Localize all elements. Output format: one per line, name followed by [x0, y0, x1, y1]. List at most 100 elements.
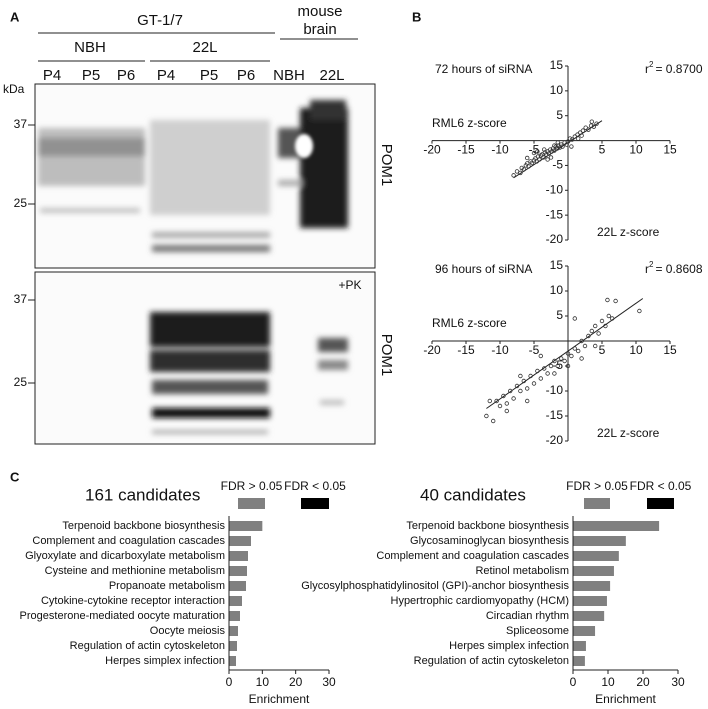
point — [579, 356, 584, 361]
point — [552, 371, 557, 376]
bar — [229, 536, 251, 546]
category-label: Herpes simplex infection — [449, 640, 569, 652]
point — [565, 139, 571, 144]
x-tick-label: 30 — [671, 675, 685, 689]
panel-label: B — [412, 9, 421, 24]
x-tick-label: 20 — [289, 675, 303, 689]
point — [545, 157, 550, 162]
x-tick-label: 0 — [226, 675, 233, 689]
annotation: r2 = 0.8700 — [645, 60, 703, 76]
x-tick-label: 5 — [599, 143, 606, 157]
x-tick-label: 10 — [629, 143, 643, 157]
bar — [229, 596, 242, 606]
point — [594, 121, 599, 126]
legend-swatch — [301, 498, 329, 509]
point — [538, 376, 543, 381]
y-axis-label: 22L z-score — [597, 225, 660, 239]
point — [525, 398, 530, 404]
y-tick-label: -15 — [546, 408, 564, 422]
x-tick-label: 10 — [601, 675, 615, 689]
point — [589, 119, 594, 124]
lane-label: P6 — [117, 67, 135, 84]
y-tick-label: -20 — [546, 433, 564, 447]
point — [552, 358, 557, 364]
bar — [229, 641, 237, 651]
bar — [573, 536, 626, 546]
category-label: Progesterone-mediated oocyte maturation — [20, 610, 225, 622]
point — [497, 403, 503, 409]
point — [525, 155, 530, 161]
bar — [573, 596, 607, 606]
category-label: Complement and coagulation cascades — [376, 550, 569, 562]
point — [528, 373, 533, 379]
y-tick-label: -10 — [546, 182, 564, 196]
point — [538, 353, 543, 359]
legend-label: FDR > 0.05 — [221, 479, 283, 493]
category-label: Glyoxylate and dicarboxylate metabolism — [25, 550, 225, 562]
bar — [573, 566, 614, 576]
point — [586, 333, 591, 339]
annotation-symbol: r — [645, 262, 649, 276]
y-tick-label: 5 — [556, 108, 563, 122]
point — [588, 123, 594, 128]
marker-label: 37 — [14, 117, 28, 131]
marker-label: 25 — [14, 375, 28, 389]
annotation: r2 = 0.8608 — [645, 260, 703, 276]
lane-label: P6 — [237, 67, 255, 84]
treatment-label: +PK — [338, 278, 361, 292]
legend-swatch — [647, 498, 674, 509]
point — [535, 368, 540, 374]
chart-title: 72 hours of siRNA — [435, 62, 532, 76]
lane-label: P4 — [157, 67, 175, 84]
fit-line — [486, 298, 644, 409]
point — [501, 393, 506, 399]
point — [559, 356, 564, 361]
point — [511, 173, 516, 178]
point — [576, 348, 581, 354]
point — [555, 363, 560, 369]
bar — [229, 566, 247, 576]
x-tick-label: -5 — [529, 143, 540, 157]
point — [511, 396, 516, 401]
annotation-text: = 0.8700 — [655, 62, 702, 76]
annotation-symbol: r — [645, 62, 649, 76]
category-label: Glycosaminoglycan biosynthesis — [410, 535, 569, 547]
point — [491, 418, 496, 424]
category-label: Herpes simplex infection — [105, 655, 225, 667]
chart-title: 161 candidates — [85, 485, 200, 504]
lane-label: P5 — [82, 67, 100, 84]
legend-label: FDR < 0.05 — [630, 479, 692, 493]
subgroup-label: NBH — [74, 39, 106, 56]
x-axis-label: RML6 z-score — [432, 116, 507, 130]
lane-label: NBH — [273, 67, 305, 84]
point — [613, 298, 618, 304]
point — [572, 316, 577, 321]
annotation-text: = 0.8608 — [655, 262, 702, 276]
panel-label: A — [10, 9, 20, 24]
y-tick-label: -5 — [552, 358, 563, 372]
point — [484, 413, 489, 419]
point — [494, 398, 499, 404]
x-tick-label: 0 — [570, 675, 577, 689]
category-label: Propanoate metabolism — [109, 580, 225, 592]
x-axis-label: RML6 z-score — [432, 316, 507, 330]
bar — [229, 551, 248, 561]
legend-swatch — [238, 498, 265, 509]
category-label: Circadian rhythm — [486, 610, 569, 622]
point — [504, 401, 509, 406]
point — [487, 398, 492, 404]
category-label: Terpenoid backbone biosynthesis — [406, 520, 569, 532]
point — [596, 331, 601, 336]
marker-label: 25 — [14, 196, 28, 210]
point — [521, 378, 526, 384]
y-tick-label: -10 — [546, 383, 564, 397]
point — [548, 155, 554, 160]
point — [521, 167, 526, 172]
category-label: Cytokine-cytokine receptor interaction — [41, 595, 225, 607]
bar — [229, 521, 263, 531]
category-label: Terpenoid backbone biosynthesis — [62, 520, 225, 532]
point — [579, 338, 584, 344]
bar — [229, 581, 246, 591]
category-label: Regulation of actin cytoskeleton — [414, 655, 569, 667]
